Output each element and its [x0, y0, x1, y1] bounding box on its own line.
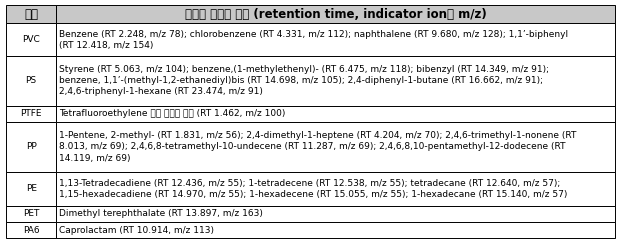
- Text: Caprolactam (RT 10.914, m/z 113): Caprolactam (RT 10.914, m/z 113): [59, 226, 214, 234]
- Text: 재질: 재질: [24, 8, 38, 21]
- Text: PS: PS: [25, 76, 37, 85]
- Text: 확인된 열분해 산물 (retention time, indicator ion의 m/z): 확인된 열분해 산물 (retention time, indicator io…: [184, 8, 486, 21]
- Text: Tetrafluoroethylene 포함 저분자 산물 (RT 1.462, m/z 100): Tetrafluoroethylene 포함 저분자 산물 (RT 1.462,…: [59, 109, 286, 118]
- Bar: [6, 106, 56, 122]
- Bar: [6, 56, 56, 106]
- Bar: [56, 122, 615, 172]
- Text: PET: PET: [23, 209, 39, 218]
- Text: PE: PE: [25, 184, 37, 193]
- Text: Benzene (RT 2.248, m/z 78); chlorobenzene (RT 4.331, m/z 112); naphthalene (RT 9: Benzene (RT 2.248, m/z 78); chlorobenzen…: [59, 29, 568, 50]
- Bar: [6, 206, 56, 222]
- Text: 1-Pentene, 2-methyl- (RT 1.831, m/z 56); 2,4-dimethyl-1-heptene (RT 4.204, m/z 7: 1-Pentene, 2-methyl- (RT 1.831, m/z 56);…: [59, 131, 576, 163]
- Bar: [6, 23, 56, 56]
- Bar: [56, 106, 615, 122]
- Bar: [56, 172, 615, 206]
- Text: PA6: PA6: [23, 226, 40, 234]
- Text: PP: PP: [26, 142, 37, 151]
- Bar: [6, 122, 56, 172]
- Bar: [6, 5, 56, 23]
- Text: Styrene (RT 5.063, m/z 104); benzene,(1-methylethenyl)- (RT 6.475, m/z 118); bib: Styrene (RT 5.063, m/z 104); benzene,(1-…: [59, 65, 549, 96]
- Bar: [56, 206, 615, 222]
- Bar: [56, 222, 615, 238]
- Bar: [6, 222, 56, 238]
- Bar: [6, 172, 56, 206]
- Text: PTFE: PTFE: [20, 109, 42, 118]
- Bar: [56, 23, 615, 56]
- Text: 1,13-Tetradecadiene (RT 12.436, m/z 55); 1-tetradecene (RT 12.538, m/z 55); tetr: 1,13-Tetradecadiene (RT 12.436, m/z 55);…: [59, 179, 568, 199]
- Text: Dimethyl terephthalate (RT 13.897, m/z 163): Dimethyl terephthalate (RT 13.897, m/z 1…: [59, 209, 263, 218]
- Text: PVC: PVC: [22, 35, 40, 44]
- Bar: [56, 56, 615, 106]
- Bar: [56, 5, 615, 23]
